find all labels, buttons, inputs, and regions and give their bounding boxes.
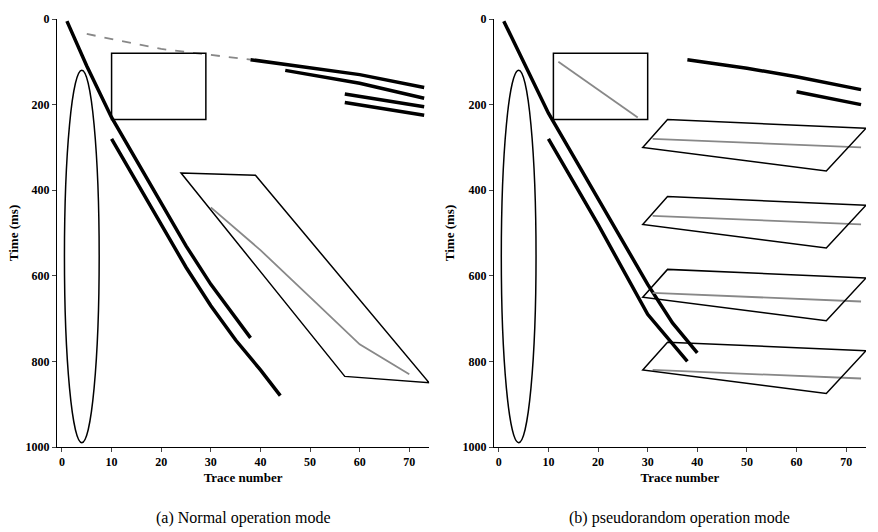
svg-text:400: 400: [468, 183, 486, 197]
svg-text:40: 40: [254, 455, 266, 469]
svg-text:50: 50: [741, 455, 753, 469]
svg-text:40: 40: [691, 455, 703, 469]
svg-text:10: 10: [542, 455, 554, 469]
svg-text:(b) pseudorandom operation mod: (b) pseudorandom operation mode: [569, 509, 790, 527]
svg-text:50: 50: [304, 455, 316, 469]
svg-text:200: 200: [468, 98, 486, 112]
svg-text:Trace number: Trace number: [641, 470, 720, 485]
svg-text:(a) Normal operation mode: (a) Normal operation mode: [156, 509, 331, 527]
svg-text:20: 20: [592, 455, 604, 469]
svg-text:Time (ms): Time (ms): [442, 205, 457, 261]
svg-text:0: 0: [480, 12, 486, 26]
svg-text:60: 60: [354, 455, 366, 469]
svg-text:0: 0: [59, 455, 65, 469]
svg-text:30: 30: [642, 455, 654, 469]
svg-text:Time (ms): Time (ms): [6, 205, 21, 261]
svg-text:800: 800: [32, 355, 50, 369]
svg-text:600: 600: [32, 269, 50, 283]
svg-text:60: 60: [791, 455, 803, 469]
svg-text:600: 600: [468, 269, 486, 283]
svg-text:30: 30: [205, 455, 217, 469]
svg-text:Trace number: Trace number: [204, 470, 283, 485]
svg-text:0: 0: [496, 455, 502, 469]
svg-text:70: 70: [840, 455, 852, 469]
svg-text:20: 20: [155, 455, 167, 469]
svg-text:1000: 1000: [26, 440, 50, 454]
svg-text:1000: 1000: [462, 440, 486, 454]
svg-text:0: 0: [44, 12, 50, 26]
svg-text:10: 10: [106, 455, 118, 469]
svg-text:800: 800: [468, 355, 486, 369]
svg-text:200: 200: [32, 98, 50, 112]
svg-text:400: 400: [32, 183, 50, 197]
svg-text:70: 70: [403, 455, 415, 469]
